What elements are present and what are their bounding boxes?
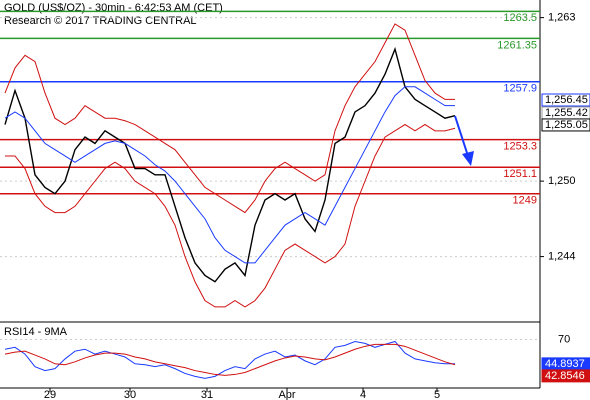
series-line xyxy=(4,86,455,264)
series-line xyxy=(4,23,455,214)
level-label: 1249 xyxy=(513,195,537,207)
chart-subtitle: Research © 2017 TRADING CENTRAL xyxy=(4,15,197,27)
rsi-title: RSI14 - 9MA xyxy=(4,326,68,338)
y-tick-label: 1,263 xyxy=(548,12,576,24)
price-tag xyxy=(541,118,590,132)
series-line xyxy=(4,340,455,379)
arrow-shaft xyxy=(454,115,469,157)
x-tick-label: 5 xyxy=(434,389,440,400)
level-label: 1263.5 xyxy=(503,12,537,24)
x-tick-label: 30 xyxy=(124,389,136,400)
level-label: 1251.1 xyxy=(503,168,537,180)
price-tag-label: 44.8937 xyxy=(545,358,585,370)
x-tick-label: Apr xyxy=(278,389,295,400)
series-line xyxy=(4,46,456,283)
level-label: 1253.3 xyxy=(503,141,537,153)
series-line xyxy=(5,123,456,308)
price-tag-label: 1,256.45 xyxy=(545,94,588,106)
price-tag-label: 1,255.42 xyxy=(545,107,588,119)
forecast-arrow xyxy=(454,115,474,166)
price-tag xyxy=(541,93,590,107)
y-tick-label: 1,250 xyxy=(548,175,576,187)
x-tick-label: 29 xyxy=(44,389,56,400)
y-tick-label: 1,244 xyxy=(548,251,576,263)
rsi-tick-label: 70 xyxy=(558,333,570,345)
arrow-head xyxy=(462,151,474,166)
chart-title: GOLD (US$/OZ) - 30min - 6:42:53 AM (CET) xyxy=(4,2,223,14)
price-tag xyxy=(541,369,590,383)
level-label: 1257.9 xyxy=(503,83,537,95)
series-line xyxy=(4,343,456,376)
x-tick-label: 4 xyxy=(360,389,366,400)
price-tag-label: 42.8546 xyxy=(545,370,585,382)
x-tick-label: 31 xyxy=(201,389,213,400)
level-label: 1261.35 xyxy=(497,39,537,51)
price-tag-label: 1,255.05 xyxy=(545,119,588,131)
